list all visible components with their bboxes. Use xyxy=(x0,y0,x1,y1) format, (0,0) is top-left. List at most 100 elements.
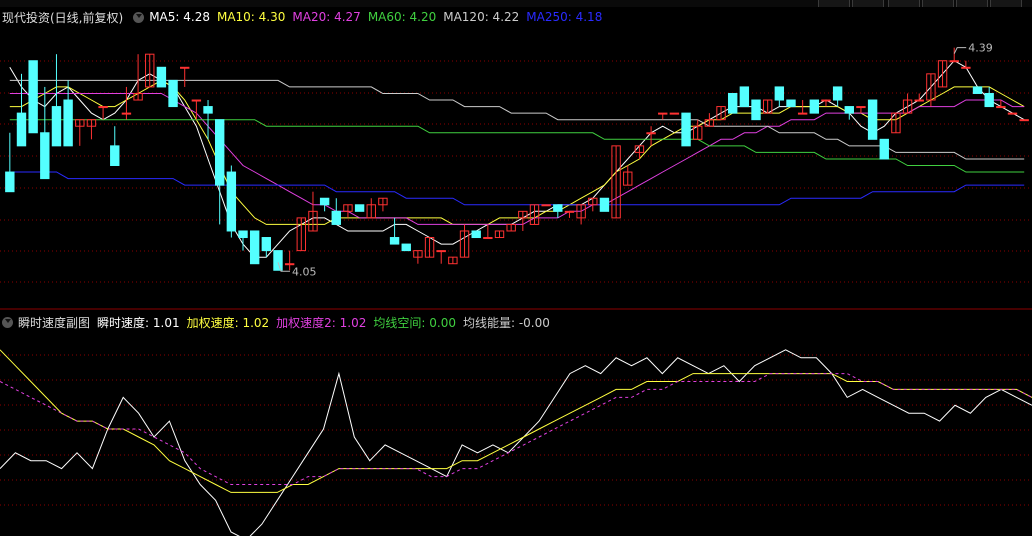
candle-down xyxy=(110,145,120,167)
ma-energy-value: 均线能量: -0.00 xyxy=(462,315,550,330)
candle-down xyxy=(553,204,563,212)
candle-up xyxy=(366,204,376,219)
weighted-speed-value: 加权速度: 1.02 xyxy=(186,315,270,330)
candle-down xyxy=(984,92,994,108)
weighted-speed2-value: 加权速度2: 1.02 xyxy=(276,315,367,330)
ma10-value: MA10: 4.30 xyxy=(216,10,286,24)
candle-down xyxy=(5,171,15,193)
candle-down xyxy=(273,250,283,271)
candle-up xyxy=(996,106,1006,109)
instant-speed-value: 瞬时速度: 1.01 xyxy=(97,315,180,330)
candle-up xyxy=(937,60,948,88)
candle-up xyxy=(529,204,540,225)
speed-line-1 xyxy=(0,349,1032,493)
candle-up xyxy=(145,53,155,88)
candle-up xyxy=(693,125,703,140)
candle-down xyxy=(319,197,330,206)
toolbar-button[interactable] xyxy=(956,0,988,7)
main-chart-header: 现代投资(日线,前复权) MA5: 4.28 MA10: 4.30 MA20: … xyxy=(0,8,609,26)
ma60-line xyxy=(9,119,1025,173)
speed-line-0 xyxy=(0,349,1032,536)
stock-title: 现代投资(日线,前复权) xyxy=(2,10,124,25)
candle-up xyxy=(891,112,901,134)
sub-indicator-dropdown-icon[interactable] xyxy=(2,316,13,328)
candle-down xyxy=(832,86,843,101)
toolbar-button[interactable] xyxy=(990,0,1022,7)
low-marker-line xyxy=(277,262,290,272)
candle-down xyxy=(168,79,178,108)
candle-up xyxy=(1007,112,1018,115)
price-annotations: 4.39 4.05 xyxy=(277,42,993,278)
top-toolbar-strip xyxy=(0,0,1032,7)
candle-up xyxy=(541,204,551,207)
candle-up xyxy=(611,145,621,219)
candle-down xyxy=(401,243,411,252)
candle-down xyxy=(28,60,38,134)
ma250-value: MA250: 4.18 xyxy=(526,10,603,24)
candle-down xyxy=(203,106,213,114)
candle-down xyxy=(331,210,341,225)
toolbar-button[interactable] xyxy=(922,0,954,7)
candle-up xyxy=(518,210,528,219)
candle-down xyxy=(249,230,260,265)
ma120-line xyxy=(9,79,1025,160)
candle-down xyxy=(972,86,983,94)
candle-up xyxy=(343,204,353,212)
candle-down xyxy=(261,237,272,252)
candle-up xyxy=(634,145,645,153)
ma60-value: MA60: 4.20 xyxy=(367,10,437,24)
candle-down xyxy=(40,132,50,180)
candle-up xyxy=(716,106,726,121)
candle-down xyxy=(354,204,365,212)
candle-up xyxy=(669,112,680,115)
candle-down xyxy=(238,230,248,239)
candle-up xyxy=(926,73,936,101)
moving-average-lines xyxy=(9,60,1025,258)
candle-up xyxy=(180,66,190,69)
candle-up xyxy=(284,263,295,266)
ma120-value: MA120: 4.22 xyxy=(443,10,520,24)
candle-down xyxy=(879,138,889,160)
candle-down xyxy=(751,99,761,121)
candlestick-series xyxy=(5,47,1029,271)
candle-down xyxy=(739,86,750,108)
candle-down xyxy=(63,99,73,147)
candle-up xyxy=(459,230,470,258)
candle-down xyxy=(681,112,691,147)
candle-up xyxy=(413,250,423,258)
ma250-line xyxy=(9,171,1025,206)
candle-up xyxy=(121,112,132,115)
candle-down xyxy=(844,106,854,114)
ma5-line xyxy=(9,60,1025,258)
candle-up xyxy=(564,210,575,213)
candle-down xyxy=(471,230,481,239)
candle-up xyxy=(75,119,85,127)
candle-up xyxy=(797,112,808,115)
candle-down xyxy=(226,171,237,232)
toolbar-button[interactable] xyxy=(818,0,850,7)
ma-space-value: 均线空间: 0.00 xyxy=(373,315,456,330)
speed-line-2 xyxy=(0,373,1032,485)
candle-down xyxy=(774,86,785,101)
candle-up xyxy=(704,119,715,127)
candle-up xyxy=(821,99,831,102)
candle-up xyxy=(914,99,924,102)
candle-down xyxy=(867,99,878,140)
ma20-line xyxy=(9,93,1025,225)
candle-down xyxy=(214,119,225,186)
main-indicator-dropdown-icon[interactable] xyxy=(133,11,145,23)
ma20-value: MA20: 4.27 xyxy=(292,10,361,24)
candle-up xyxy=(483,237,493,240)
candle-up xyxy=(448,256,458,265)
candle-down xyxy=(599,197,610,212)
high-marker-line xyxy=(953,47,967,54)
candle-up xyxy=(98,106,108,109)
candle-up xyxy=(902,99,913,114)
low-price-label: 4.05 xyxy=(292,265,317,278)
toolbar-button[interactable] xyxy=(852,0,884,7)
candle-up xyxy=(949,60,959,63)
candle-up xyxy=(86,119,97,127)
candle-up xyxy=(762,99,773,114)
toolbar-button[interactable] xyxy=(888,0,920,7)
